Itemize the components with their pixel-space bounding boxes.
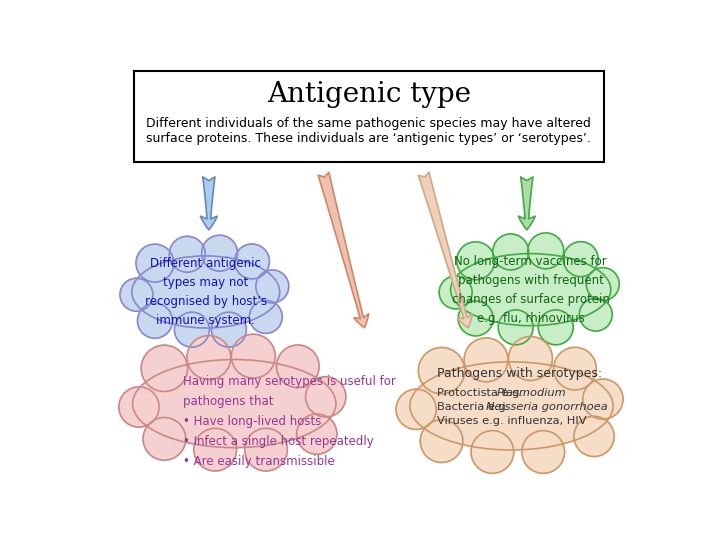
Ellipse shape (132, 360, 336, 448)
Text: Different individuals of the same pathogenic species may have altered: Different individuals of the same pathog… (145, 117, 590, 130)
Circle shape (508, 336, 552, 381)
Circle shape (492, 234, 528, 270)
Text: Protoctista e.g.: Protoctista e.g. (437, 388, 526, 398)
Circle shape (231, 334, 275, 378)
Circle shape (120, 278, 153, 311)
Circle shape (141, 345, 187, 392)
Circle shape (456, 242, 495, 280)
Circle shape (276, 345, 319, 388)
Text: surface proteins. These individuals are ‘antigenic types’ or ‘serotypes’.: surface proteins. These individuals are … (145, 132, 590, 145)
Circle shape (528, 233, 564, 269)
Circle shape (396, 389, 436, 429)
Circle shape (574, 416, 614, 456)
Text: Pathogens with serotypes:: Pathogens with serotypes: (437, 367, 602, 380)
Text: Plasmodium: Plasmodium (496, 388, 566, 398)
Circle shape (554, 347, 596, 390)
Circle shape (582, 379, 623, 419)
Ellipse shape (410, 362, 613, 450)
Circle shape (169, 237, 205, 272)
FancyBboxPatch shape (134, 71, 604, 162)
Text: Viruses e.g. influenza, HIV: Viruses e.g. influenza, HIV (437, 416, 586, 426)
Circle shape (194, 428, 237, 471)
Circle shape (235, 244, 269, 279)
Circle shape (439, 276, 472, 309)
Circle shape (539, 310, 573, 345)
Circle shape (586, 268, 619, 301)
Ellipse shape (132, 256, 279, 328)
Circle shape (464, 338, 508, 382)
Text: Neisseria gonorrhoea: Neisseria gonorrhoea (486, 402, 608, 412)
Circle shape (245, 428, 287, 471)
Text: Antigenic type: Antigenic type (267, 80, 471, 107)
Circle shape (212, 312, 246, 347)
Text: Having many serotypes is useful for
pathogens that
• Have long-lived hosts
• Inf: Having many serotypes is useful for path… (183, 375, 395, 468)
Text: Different antigenic
types may not
recognised by host’s
immune system.: Different antigenic types may not recogn… (145, 257, 267, 327)
Circle shape (563, 242, 598, 276)
Text: Bacteria e.g.: Bacteria e.g. (437, 402, 513, 412)
Circle shape (256, 270, 289, 303)
Circle shape (119, 387, 159, 427)
Circle shape (458, 301, 493, 336)
Circle shape (498, 310, 533, 345)
Circle shape (202, 235, 238, 271)
Circle shape (249, 300, 282, 333)
Circle shape (580, 298, 612, 331)
Circle shape (471, 430, 514, 474)
Circle shape (420, 420, 463, 462)
Circle shape (187, 335, 231, 380)
Circle shape (138, 303, 172, 338)
Circle shape (143, 417, 186, 460)
Circle shape (522, 430, 564, 474)
Circle shape (418, 348, 464, 394)
Text: No long-term vaccines for
pathogens with frequent
changes of surface protein
e.g: No long-term vaccines for pathogens with… (451, 255, 610, 325)
Circle shape (297, 414, 337, 454)
Circle shape (174, 312, 210, 347)
Circle shape (305, 377, 346, 417)
Ellipse shape (451, 254, 611, 326)
Circle shape (136, 244, 174, 282)
